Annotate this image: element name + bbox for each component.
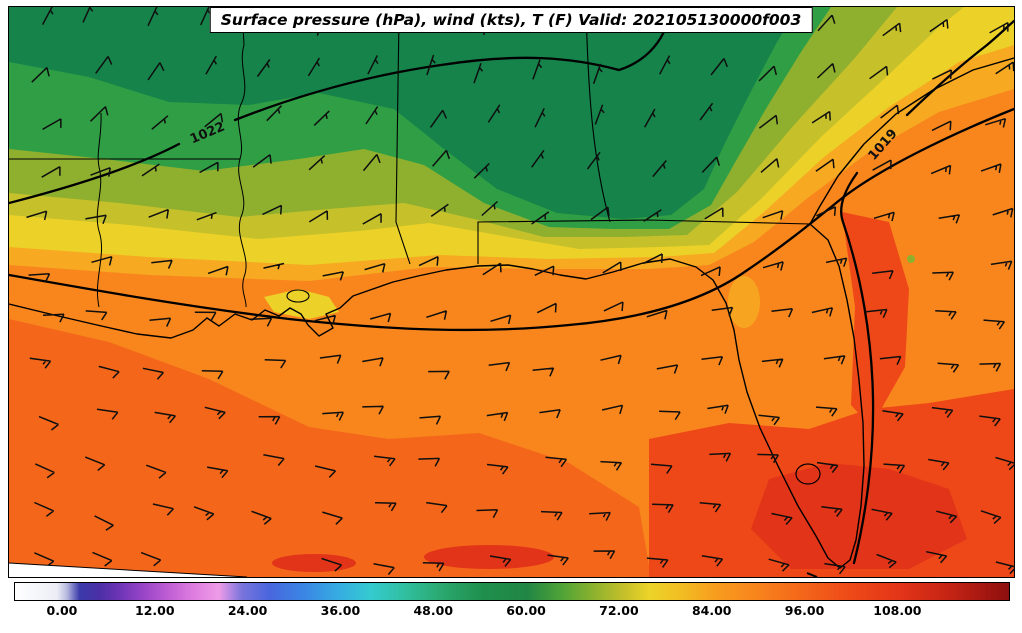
map-canvas: 1022 1019 (9, 7, 1014, 577)
temp-patch-delta-yellow (264, 289, 339, 319)
state-borders (9, 7, 811, 265)
colorbar-tick-label: 96.00 (784, 603, 825, 618)
map-title: Surface pressure (hPa), wind (kts), T (F… (209, 7, 813, 33)
temp-patch-green-speck (907, 255, 915, 263)
florida-keys-dots (806, 572, 818, 577)
temp-patch-red-south1 (424, 545, 554, 569)
colorbar-tick-label: 0.00 (46, 603, 78, 618)
colorbar (14, 582, 1010, 601)
wind-barbs-path (26, 7, 1014, 575)
colorbar-tick-label: 72.00 (599, 603, 639, 618)
isobar-1022-line (9, 7, 673, 205)
isobar-middle-line (9, 107, 1014, 332)
temp-patch-red-south2 (272, 554, 356, 572)
colorbar-tick-label: 60.00 (506, 603, 546, 618)
lake-okeechobee-outline (795, 463, 821, 485)
colorbar-tick-label: 12.00 (135, 603, 175, 618)
map-corner-edge (9, 562, 248, 577)
river-lines (96, 7, 247, 308)
colorbar-tick-label: 84.00 (691, 603, 732, 618)
lake-pontchartrain-outline (286, 289, 310, 303)
colorbar-tick-label: 108.00 (873, 603, 922, 618)
colorbar-tick-label: 48.00 (413, 603, 454, 618)
temp-band-dark-green (9, 7, 799, 219)
wind-barbs-layer (26, 7, 1014, 575)
coastline (9, 57, 1014, 569)
isobar-1019-line (840, 19, 1014, 565)
map-frame: 1022 1019 (8, 6, 1015, 578)
temp-patch-florida-yellow-orange (728, 276, 760, 328)
colorbar-tick-label: 36.00 (320, 603, 361, 618)
colorbar-tick-label: 24.00 (227, 603, 268, 618)
